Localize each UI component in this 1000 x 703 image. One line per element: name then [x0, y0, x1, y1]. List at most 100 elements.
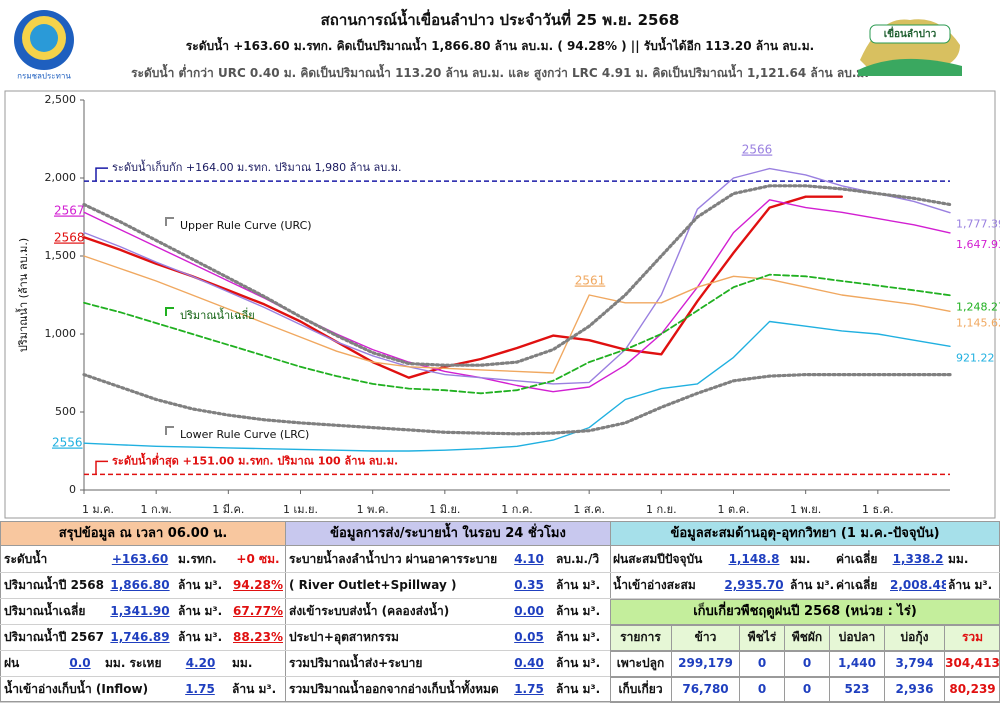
- table-cell: ล้าน ม³.: [556, 604, 601, 618]
- table-cell: มม. ระเหย: [105, 656, 162, 670]
- end-label: 1,145.62: [956, 316, 1000, 329]
- crop-cell: 0: [785, 677, 830, 702]
- x-tick-label: 1 เม.ย.: [283, 503, 318, 516]
- y-tick-label: 2,500: [45, 93, 77, 106]
- table-cell: ประปา+อุตสาหกรรม: [289, 630, 399, 644]
- series-label: ปริมาณน้ำเฉลี่ย: [180, 307, 255, 322]
- table-row: [0, 599, 286, 625]
- x-tick-label: 1 ส.ค.: [573, 503, 605, 516]
- series-label: 2567: [54, 204, 85, 218]
- series-label: 2568: [54, 231, 85, 245]
- reference-label: ระดับน้ำเก็บกัก +164.00 ม.รทก. ปริมาณ 1,…: [112, 159, 402, 174]
- series-line: [83, 320, 951, 452]
- table-cell: ส่งเข้าระบบส่งน้ำ (คลองส่งน้ำ): [289, 604, 450, 618]
- series-line: [82, 195, 843, 379]
- table-cell: ค่าเฉลี่ย: [836, 578, 878, 592]
- reference-pointer: [95, 460, 108, 475]
- table-row: [285, 573, 611, 599]
- table-row: [285, 547, 611, 573]
- crop-cell: 304,413: [945, 656, 1000, 670]
- table-cell: 2,008.48: [890, 578, 946, 592]
- table-cell: ปริมาณน้ำเฉลี่ย: [4, 604, 86, 618]
- table-row: [0, 651, 286, 677]
- series-line: [82, 184, 952, 367]
- crop-cell: 2,936: [885, 677, 945, 702]
- table-cell: ปริมาณน้ำปี 2568: [4, 578, 104, 592]
- summary-section: [0, 521, 286, 702]
- table-cell: ล้าน ม³.: [556, 656, 601, 670]
- table-cell: ( River Outlet+Spillway ): [289, 578, 457, 592]
- series-label: 2561: [575, 274, 606, 288]
- table-cell: มม.: [232, 656, 253, 670]
- table-cell: ล้าน ม³.: [556, 682, 601, 696]
- table-cell: 2,935.70: [724, 578, 784, 592]
- crop-cell: 0: [785, 651, 830, 676]
- y-tick-label: 2,000: [45, 171, 77, 184]
- x-tick-label: 1 ก.ย.: [646, 503, 677, 516]
- table-row: [610, 547, 1000, 573]
- y-axis-title: ปริมาณน้ำ (ล้าน ลบ.ม.): [15, 238, 30, 352]
- table-row: [285, 599, 611, 625]
- table-cell: ล้าน ม³.: [178, 604, 223, 618]
- x-tick-label: 1 พ.ย.: [790, 503, 821, 516]
- crop-cell: เพาะปลูก: [610, 651, 672, 676]
- table-row: [0, 573, 286, 599]
- series-line: [82, 373, 952, 436]
- crop-header-row: [610, 625, 1000, 651]
- x-tick-label: 1 ก.พ.: [140, 503, 171, 516]
- crop-cell: 76,780: [672, 677, 740, 702]
- release-section: [285, 521, 611, 702]
- crop-header-cell: รายการ: [610, 625, 672, 650]
- x-tick-label: 1 ม.ค.: [82, 503, 114, 516]
- crop-header-cell: พืชผัก: [785, 625, 830, 650]
- end-label: 1,647.93: [956, 238, 1000, 251]
- series-line: [83, 273, 951, 395]
- table-cell: ฝน: [4, 656, 20, 670]
- end-label: 1,248.27: [956, 300, 1000, 313]
- table-cell: +163.60: [111, 552, 169, 566]
- table-row: [285, 625, 611, 651]
- chart: กรมชลประทาน เขื่อนลำปาว ปริมาณน้ำ (ล้าน …: [4, 10, 1000, 519]
- logo-left: กรมชลประทาน: [14, 10, 74, 81]
- table-cell: +0 ซม.: [236, 552, 280, 566]
- table-cell: ม.รทก.: [178, 552, 217, 566]
- table-cell: ฝนสะสมปีปัจจุบัน: [613, 552, 703, 566]
- series-line: [83, 255, 951, 374]
- table-cell: 88.23%: [233, 630, 283, 644]
- crop-cell: 0: [740, 651, 785, 676]
- table-row: [285, 651, 611, 677]
- table-cell: 67.77%: [233, 604, 283, 618]
- table-cell: 1.75: [514, 682, 544, 696]
- table-cell: 0.40: [514, 656, 544, 670]
- status-line: ระดับน้ำ +163.60 ม.รทก. คิดเป็นปริมาณน้ำ…: [185, 39, 815, 53]
- table-cell: 4.10: [514, 552, 544, 566]
- reference-label: ระดับน้ำต่ำสุด +151.00 ม.รทก. ปริมาณ 100…: [112, 452, 398, 468]
- series-pointer: [165, 307, 174, 316]
- series-line: [83, 167, 951, 385]
- y-tick-label: 1,500: [45, 249, 77, 262]
- x-tick-label: 1 มิ.ย.: [429, 503, 460, 516]
- table-cell: 0.0: [69, 656, 91, 670]
- table-cell: น้ำเข้าอ่างเก็บน้ำ (Inflow): [4, 682, 149, 696]
- table-cell: ลบ.ม./วิ: [556, 552, 600, 566]
- table-cell: 1.75: [185, 682, 215, 696]
- rule-curve-line: ระดับน้ำ ต่ำกว่า URC 0.40 ม. คิดเป็นปริม…: [131, 66, 869, 80]
- x-tick-label: 1 ก.ค.: [501, 503, 533, 516]
- crop-header-cell: ข้าว: [672, 625, 740, 650]
- end-label: 921.22: [956, 351, 995, 364]
- table-row: [0, 547, 286, 573]
- table-cell: ล้าน ม³.: [556, 578, 601, 592]
- table-cell: 1,866.80: [110, 578, 170, 592]
- reference-pointer: [95, 167, 108, 182]
- series-line: [83, 199, 951, 393]
- end-label: 1,777.39: [956, 218, 1000, 231]
- table-cell: ล้าน ม³.: [232, 682, 277, 696]
- table-cell: 1,338.2: [892, 552, 944, 566]
- crop-title: เก็บเกี่ยวพืชฤดูฝนปี 2568 (หน่วย : ไร่): [610, 599, 1000, 625]
- crop-cell: 299,179: [672, 651, 740, 676]
- table-cell: ระบายน้ำลงลำน้ำปาว ผ่านอาคารระบาย: [289, 552, 498, 566]
- section-header: สรุปข้อมูล ณ เวลา 06.00 น.: [0, 521, 286, 546]
- series-label: Lower Rule Curve (LRC): [180, 428, 309, 441]
- y-tick-label: 0: [69, 483, 76, 496]
